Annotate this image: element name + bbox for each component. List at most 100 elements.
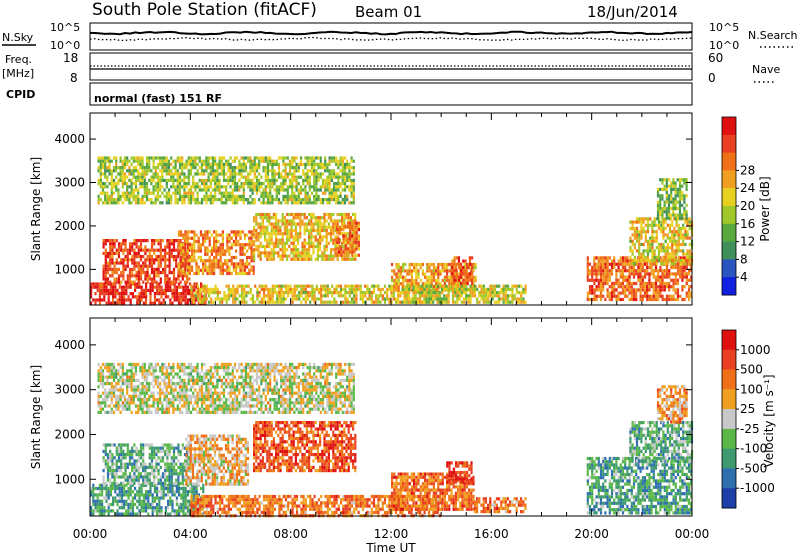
echo-cell [330,248,333,252]
echo-cell [317,172,320,176]
echo-cell [438,294,441,298]
echo-cell [124,280,127,284]
echo-cell [145,182,149,186]
echo-cell [174,198,177,202]
echo-cell [438,300,441,304]
echo-cell [279,241,282,245]
echo-cell [676,281,680,286]
echo-cell [156,298,159,302]
echo-cell [184,262,187,266]
echo-cell [313,156,316,160]
echo-cell [354,254,357,258]
echo-cell [357,237,360,241]
echo-cell [441,291,444,295]
echo-cell [336,235,339,239]
echo-cell [209,198,212,202]
echo-cell [277,191,281,195]
echo-cell [283,241,286,245]
echo-cell [145,295,148,299]
echo-cell [106,159,109,163]
echo-cell [681,297,684,302]
echo-cell [297,212,300,217]
echo-cell [295,284,299,288]
echo-cell [336,257,339,261]
echo-cell [133,261,136,265]
echo-cell [443,287,446,291]
echo-cell [282,159,285,163]
echo-cell [172,172,175,176]
echo-cell [258,284,261,288]
echo-cell [260,159,263,163]
echo-cell [364,300,367,304]
echo-cell [166,258,169,262]
echo-cell [468,266,471,270]
echo-cell [602,281,605,286]
echo-cell [282,178,285,182]
echo-cell [288,185,292,189]
echo-cell [428,275,431,279]
echo-cell [112,285,115,289]
echo-cell [679,265,682,270]
echo-cell [397,269,400,273]
echo-cell [651,220,654,224]
echo-cell [681,178,684,182]
echo-cell [656,187,660,191]
echo-cell [610,272,614,276]
echo-cell [643,262,647,266]
echo-cell [133,264,136,268]
echo-cell [192,178,195,182]
echo-cell [253,172,256,176]
echo-cell [646,223,650,227]
echo-cell [301,241,304,245]
echo-cell [368,287,371,291]
echo-cell [148,191,151,195]
echo-cell [316,232,319,236]
echo-cell [412,300,415,304]
echo-cell [196,194,199,198]
echo-cell [269,169,272,173]
echo-cell [478,284,481,288]
echo-cell [146,248,149,252]
echo-cell [121,169,124,173]
echo-cell [301,254,304,258]
echo-cell [638,217,641,221]
echo-cell [421,272,424,276]
echo-cell [164,251,167,255]
echo-cell [337,198,340,202]
echo-cell [161,156,164,160]
echo-cell [271,284,274,288]
echo-cell [137,277,140,281]
echo-cell [672,294,675,298]
echo-cell [321,238,324,242]
echo-cell [126,280,129,284]
echo-cell [676,294,680,298]
echo-cell [164,267,167,271]
echo-cell [275,188,278,192]
echo-cell [150,261,154,265]
echo-cell [313,162,316,166]
nsearch-label: N.Search [748,29,798,42]
echo-cell [178,285,181,289]
echo-cell [251,185,254,189]
echo-cell [221,268,224,272]
echo-cell [350,284,354,288]
echo-cell [665,275,669,279]
echo-cell [236,188,239,192]
echo-cell [635,249,639,253]
echo-cell [626,281,629,286]
echo-cell [343,257,346,261]
echo-cell [238,178,241,182]
echo-cell [281,254,284,258]
echo-cell [309,291,312,295]
echo-cell [258,162,261,166]
echo-cell [298,294,301,298]
echo-cell [463,262,466,267]
echo-cell [337,159,340,163]
echo-cell [393,288,396,292]
echo-cell [326,182,329,186]
echo-cell [299,156,303,160]
echo-cell [349,257,352,261]
echo-cell [453,278,456,282]
echo-cell [239,230,242,234]
echo-cell [139,198,142,202]
